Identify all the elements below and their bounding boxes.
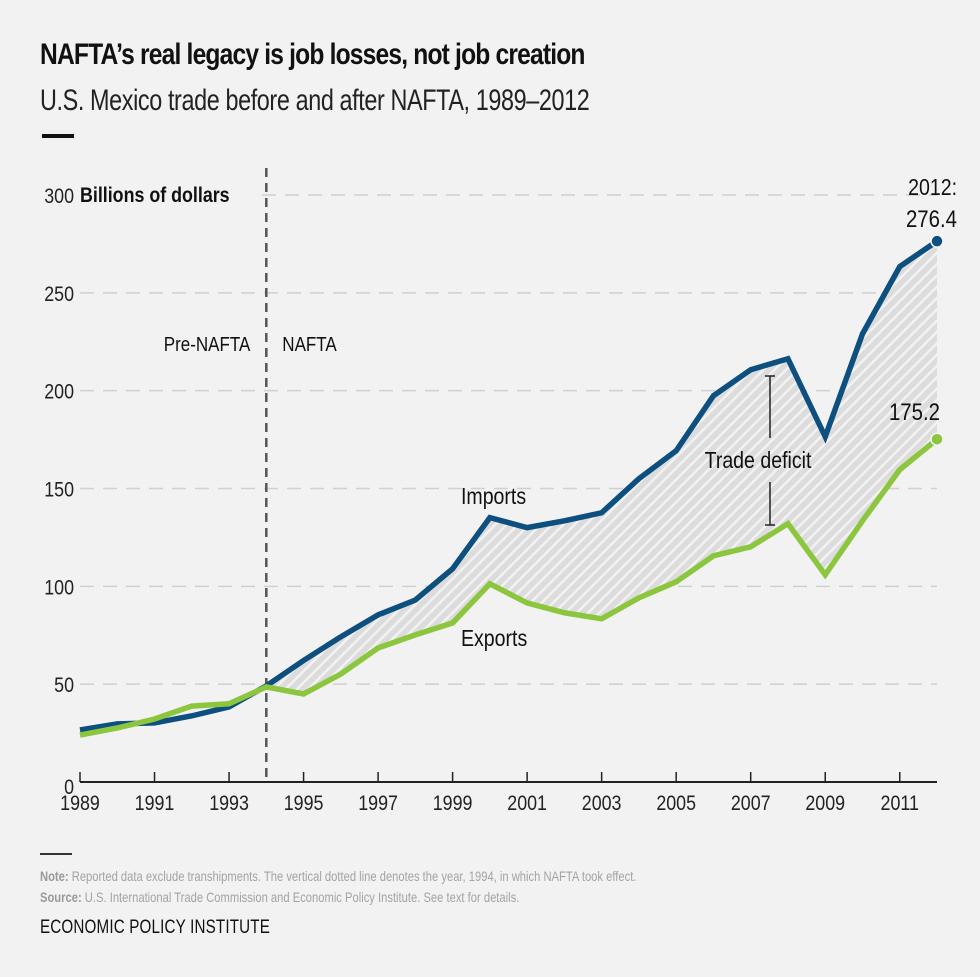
imports-label: Imports <box>461 484 526 510</box>
nafta-label: NAFTA <box>282 333 337 356</box>
trade-deficit-label: Trade deficit <box>705 448 812 474</box>
x-tick-label: 1991 <box>135 792 175 816</box>
x-tick-label: 2001 <box>507 792 547 816</box>
x-tick-label: 1997 <box>358 792 398 816</box>
publisher-brand: ECONOMIC POLICY INSTITUTE <box>40 917 271 938</box>
imports-line <box>79 238 939 733</box>
x-tick-label: 1999 <box>433 792 473 816</box>
title-rule <box>42 134 74 138</box>
chart-subtitle: U.S. Mexico trade before and after NAFTA… <box>40 84 590 117</box>
x-axis: 1989 1991 1993 1995 1997 1999 2001 2003 2005 2007… <box>60 772 937 815</box>
imports-end-marker <box>930 234 944 248</box>
y-tick-label: 50 <box>54 674 74 698</box>
source-body: U.S. International Trade Commission and … <box>81 889 520 905</box>
y-tick-label: 250 <box>44 283 74 307</box>
note-label: Note: <box>40 868 69 884</box>
x-tick-label: 1989 <box>60 792 100 816</box>
footer-rule <box>40 853 72 855</box>
y-tick-label: 150 <box>44 478 74 502</box>
source-text: Source: U.S. International Trade Commiss… <box>40 889 519 905</box>
note-body: Reported data exclude transhipments. The… <box>68 868 637 884</box>
y-unit-label: Billions of dollars <box>80 184 230 208</box>
x-tick-label: 2007 <box>731 792 771 816</box>
x-tick-label: 2009 <box>805 792 845 816</box>
y-tick-label: 100 <box>44 576 74 600</box>
x-tick-label: 1995 <box>284 792 324 816</box>
source-label: Source: <box>40 889 82 905</box>
y-tick-label: 300 <box>44 185 74 209</box>
trade-deficit-area <box>266 241 938 694</box>
end-year-label: 2012: <box>908 175 957 201</box>
trade-deficit-bracket <box>765 375 775 526</box>
chart-area: 0 50 100 150 200 250 300 Billions of dollars P… <box>44 168 957 815</box>
x-tick-label: 2003 <box>582 792 622 816</box>
x-tick-label: 2005 <box>656 792 696 816</box>
exports-end-marker <box>930 432 944 446</box>
y-tick-label: 200 <box>44 380 74 404</box>
exports-line <box>79 437 939 738</box>
chart-title: NAFTA’s real legacy is job losses, not j… <box>40 38 585 71</box>
note-text: Note: Reported data exclude transhipment… <box>40 868 636 884</box>
y-axis: 0 50 100 150 200 250 300 <box>44 185 74 800</box>
exports-label: Exports <box>461 626 527 652</box>
imports-end-value: 276.4 <box>906 205 957 232</box>
pre-nafta-label: Pre-NAFTA <box>164 333 251 356</box>
exports-end-value: 175.2 <box>889 398 940 425</box>
y-tick-label: 0 <box>64 776 74 800</box>
x-tick-label: 1993 <box>209 792 249 816</box>
x-tick-label: 2011 <box>881 792 919 816</box>
